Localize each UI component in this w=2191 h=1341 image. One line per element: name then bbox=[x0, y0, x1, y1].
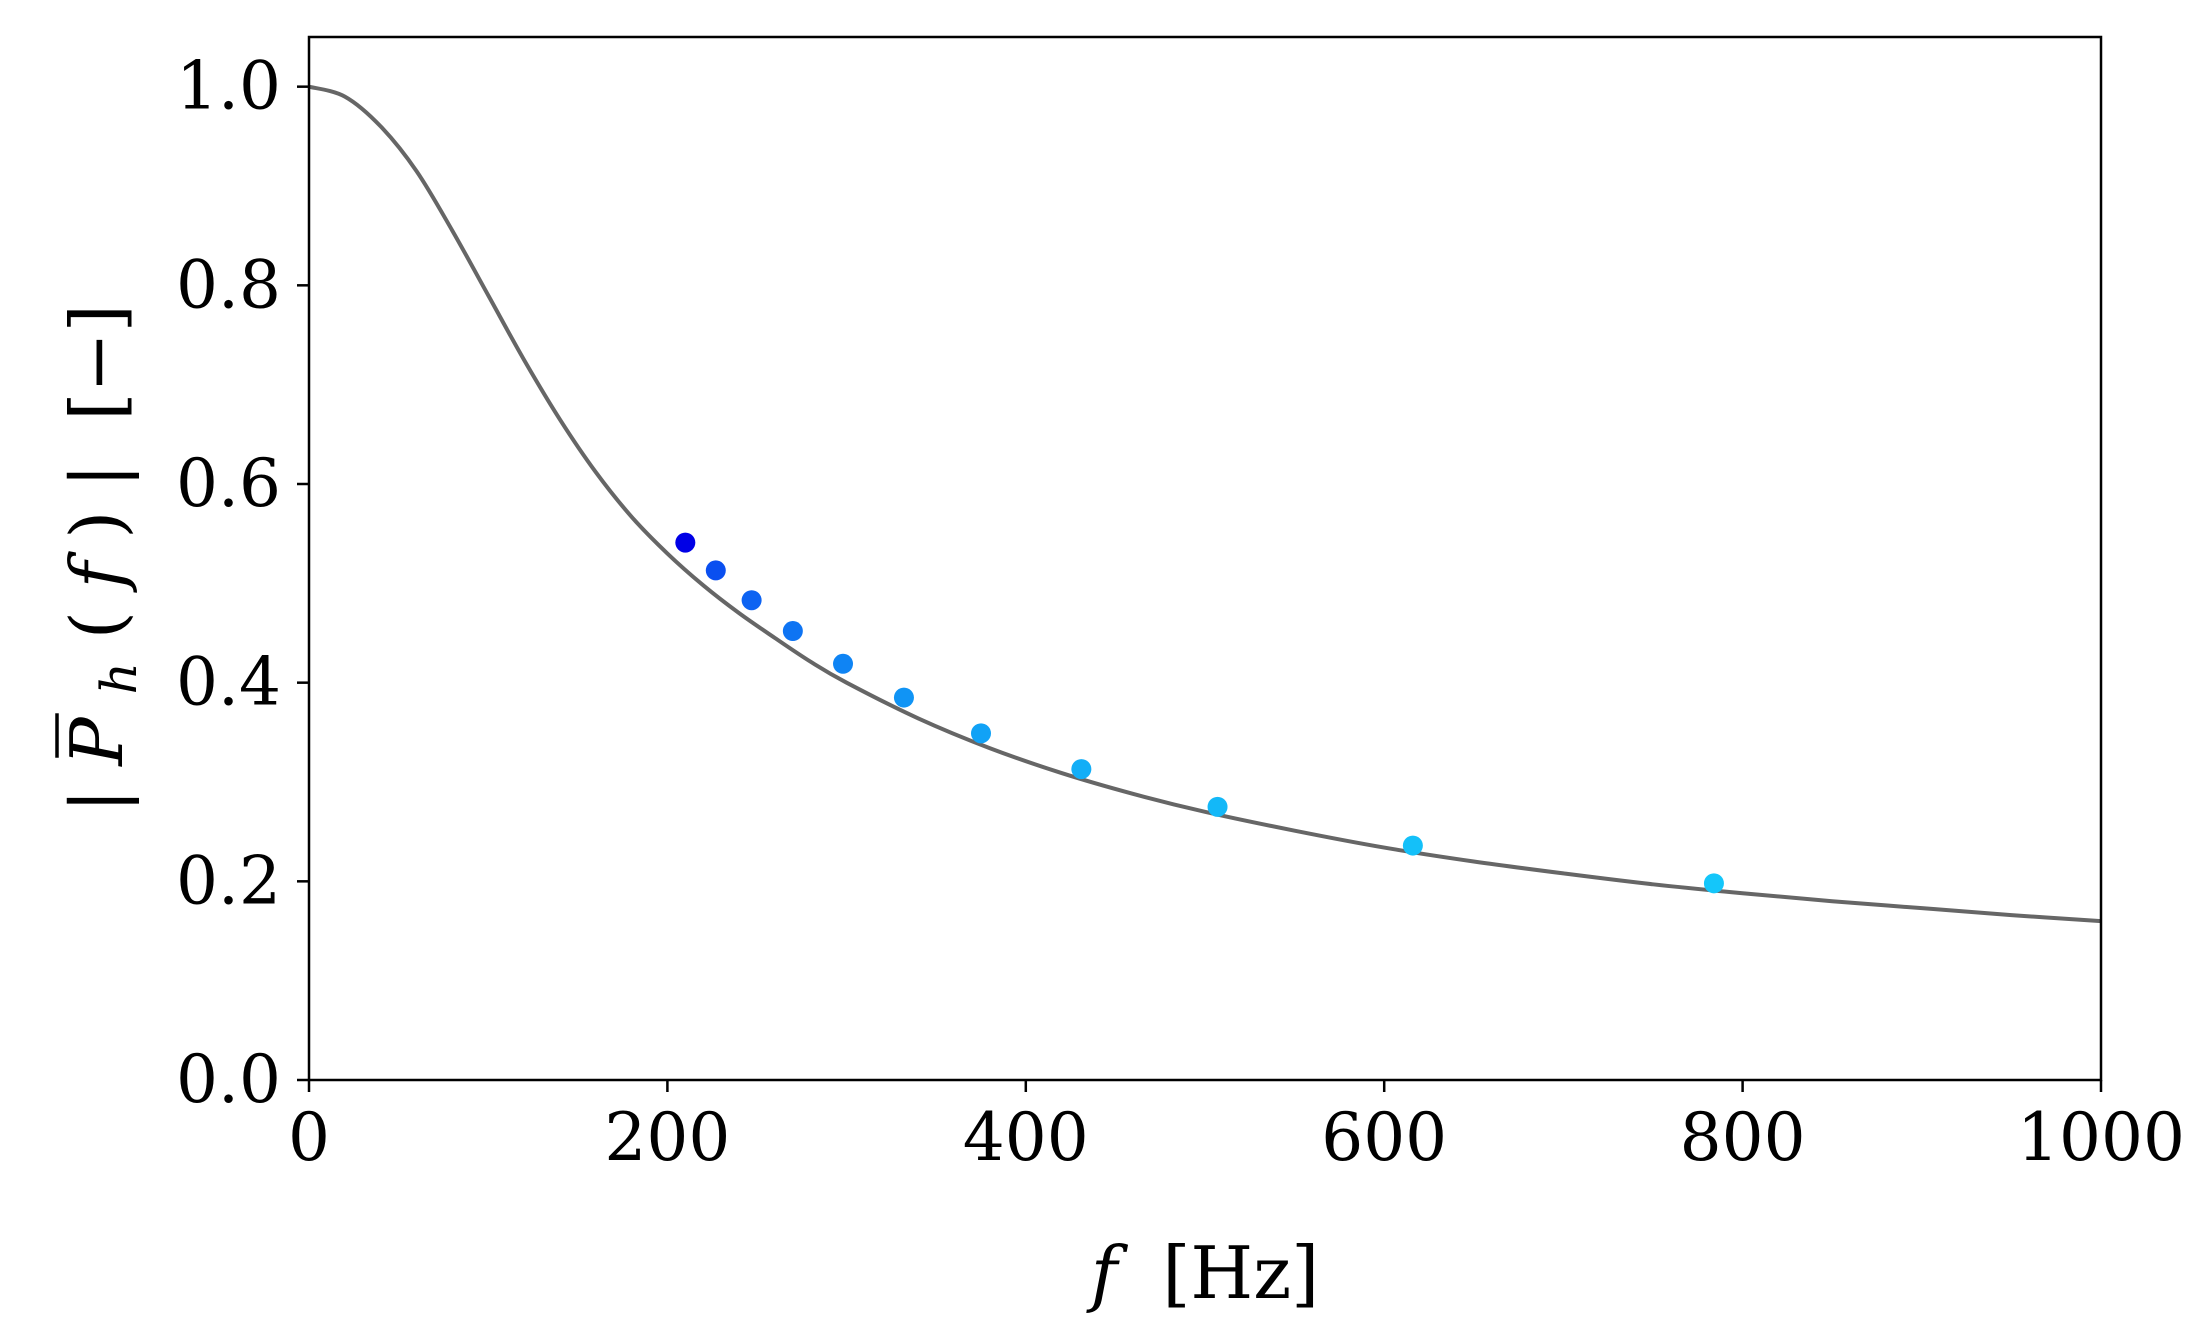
y-axis-label: | P h ( f ) | [−] bbox=[55, 304, 153, 813]
x-tick-label: 200 bbox=[604, 1099, 730, 1176]
y-tick-label: 1.0 bbox=[176, 48, 281, 125]
plot-area bbox=[307, 35, 2103, 1082]
y-tick-label: 0.4 bbox=[176, 644, 281, 721]
data-point bbox=[1703, 873, 1724, 894]
data-point bbox=[675, 532, 696, 553]
x-tick-label: 800 bbox=[1680, 1099, 1806, 1176]
x-tick-label: 600 bbox=[1321, 1099, 1447, 1176]
y-axis-arg-close: ) bbox=[55, 511, 139, 539]
y-axis-open-bar: | bbox=[55, 789, 139, 813]
y-tick-label: 0.2 bbox=[176, 842, 281, 919]
data-point bbox=[705, 560, 726, 581]
x-axis-unit: [Hz] bbox=[1162, 1231, 1319, 1315]
y-tick-label: 0.0 bbox=[176, 1041, 281, 1118]
data-point bbox=[1402, 835, 1423, 856]
data-point bbox=[741, 590, 762, 611]
data-point bbox=[1207, 796, 1228, 817]
data-point bbox=[782, 621, 803, 642]
data-points bbox=[675, 532, 1724, 894]
data-point bbox=[971, 723, 991, 744]
y-axis-arg-open: ( bbox=[55, 611, 139, 639]
x-axis-symbol: f bbox=[1086, 1231, 1129, 1315]
data-point bbox=[1071, 759, 1092, 780]
data-point bbox=[893, 687, 914, 708]
y-axis-subscript: h bbox=[90, 662, 148, 694]
data-point bbox=[833, 653, 854, 674]
x-tick-label: 0 bbox=[288, 1099, 330, 1176]
y-tick-label: 0.8 bbox=[176, 246, 281, 323]
svg-text:| P h (: | P h ( f ) | [−] bbox=[55, 304, 153, 813]
axes-frame bbox=[307, 35, 2103, 1082]
x-tick-label: 400 bbox=[963, 1099, 1089, 1176]
x-tick-label: 1000 bbox=[2017, 1099, 2185, 1176]
y-tick-label: 0.6 bbox=[176, 445, 281, 522]
response-curve bbox=[308, 84, 2102, 924]
y-axis-arg: f bbox=[55, 550, 139, 593]
x-axis-ticks: 0 200 400 600 800 1000 bbox=[288, 1080, 2185, 1176]
y-axis-close-bar: | bbox=[55, 464, 139, 488]
y-axis-unit: [−] bbox=[55, 304, 139, 421]
y-axis-symbol: P bbox=[55, 716, 139, 768]
y-axis-ticks: 0.0 0.2 0.4 0.6 0.8 1.0 bbox=[176, 48, 309, 1118]
x-axis-label: f [Hz] bbox=[1086, 1231, 1319, 1315]
